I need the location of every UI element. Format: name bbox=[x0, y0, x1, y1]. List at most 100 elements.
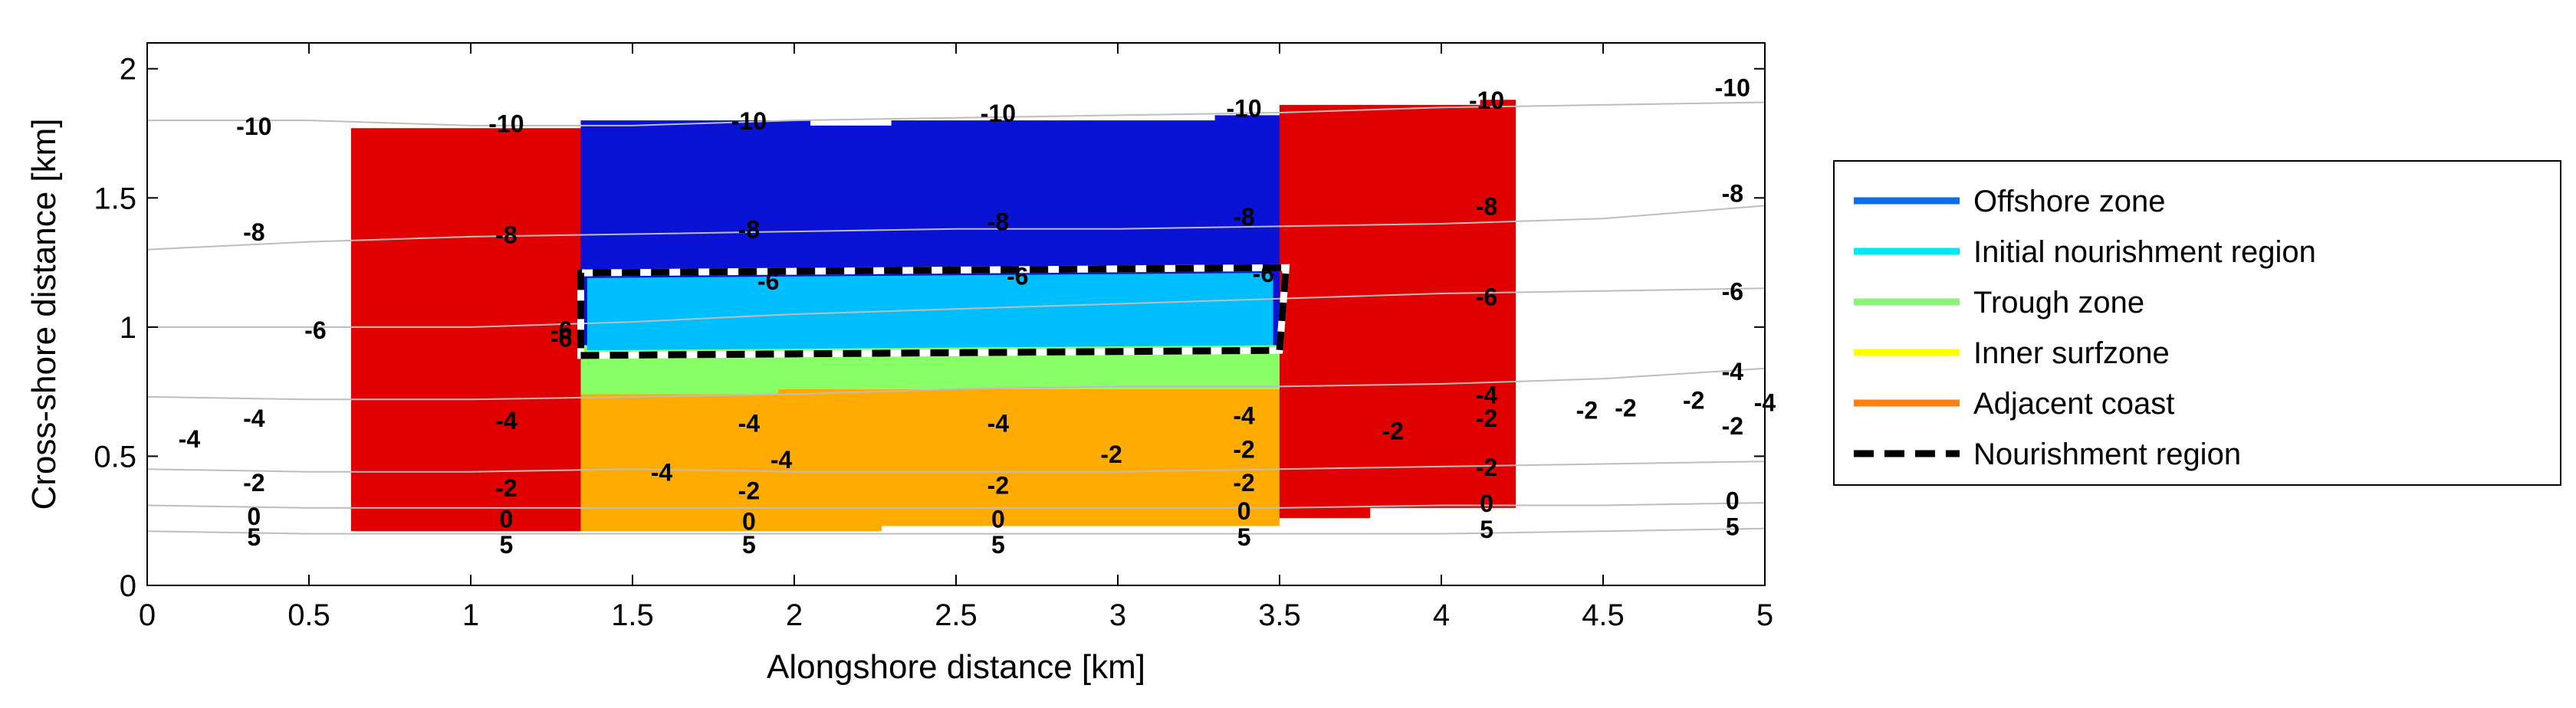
contour-label: -6 bbox=[1722, 278, 1743, 306]
x-tick-label: 0.5 bbox=[288, 598, 330, 632]
legend-label-offshore-zone: Offshore zone bbox=[1973, 185, 2166, 218]
contour-label: -2 bbox=[243, 469, 264, 497]
contour-label: -6 bbox=[1476, 283, 1497, 310]
contour-label: -2 bbox=[1615, 394, 1636, 421]
x-tick-label: 3 bbox=[1109, 598, 1126, 632]
x-tick-label: 1.5 bbox=[611, 598, 654, 632]
contour-label: -4 bbox=[1722, 358, 1744, 385]
contour-line-5 bbox=[147, 527, 1765, 535]
contour-label: -2 bbox=[1233, 469, 1254, 497]
legend-label-inner-surfzone: Inner surfzone bbox=[1973, 336, 2170, 370]
contour-label: -8 bbox=[1233, 203, 1254, 231]
contour-label: -2 bbox=[1100, 441, 1122, 468]
x-tick-label: 1 bbox=[462, 598, 479, 632]
nourishment-outline-layer bbox=[577, 264, 1290, 359]
contour-label: 0 bbox=[991, 505, 1005, 533]
legend-label-trough-zone: Trough zone bbox=[1973, 286, 2144, 320]
x-tick-label: 3.5 bbox=[1258, 598, 1301, 632]
contour-label: -4 bbox=[738, 410, 761, 438]
y-tick-label: 0.5 bbox=[94, 440, 136, 474]
contour-label: -8 bbox=[987, 208, 1009, 236]
contour-label: -2 bbox=[495, 474, 517, 502]
x-tick-label: 2 bbox=[786, 598, 803, 632]
contour-label: -4 bbox=[243, 405, 265, 432]
contour-label: -2 bbox=[1382, 418, 1403, 445]
contour-label: -8 bbox=[1476, 192, 1497, 220]
contour-label: -2 bbox=[1683, 386, 1704, 414]
contour-line--2 bbox=[147, 461, 1765, 473]
contour-label: -8 bbox=[1722, 180, 1743, 208]
x-axis: 0 0.5 1 1.5 2 2.5 3 3.5 4 4.5 5 bbox=[139, 43, 1773, 632]
nourishment-outline-backing bbox=[577, 264, 1290, 359]
contour-label: 5 bbox=[742, 531, 756, 559]
contour-label: 5 bbox=[1726, 513, 1740, 541]
contour-labels-layer: -10 -10 -10 -10 -10 -10 -10-8 -8 -8 -8 -8 -8 -8-6 -6-… bbox=[179, 74, 1776, 559]
contour-label: 0 bbox=[742, 508, 756, 536]
contour-label: -4 bbox=[651, 459, 673, 487]
zones-layer bbox=[350, 100, 1516, 532]
contour-label: -10 bbox=[236, 113, 271, 140]
zone-initial-nourishment-region-5 bbox=[586, 273, 1273, 351]
plot-area: -10 -10 -10 -10 -10 -10 -10-8 -8 -8 -8 -8 -8 -8-6 -6-… bbox=[146, 42, 1776, 586]
contours-layer bbox=[147, 101, 1765, 535]
contour-label: -4 bbox=[179, 425, 201, 453]
contour-label: -6 bbox=[304, 316, 326, 344]
contour-label: 0 bbox=[1237, 497, 1251, 525]
contour-label: -6 bbox=[550, 324, 572, 352]
contour-label: 5 bbox=[500, 531, 514, 559]
legend-box bbox=[1833, 160, 2561, 486]
x-tick-label: 4.5 bbox=[1582, 598, 1625, 632]
legend: Offshore zone Initial nourishment region T… bbox=[1833, 160, 2561, 486]
contour-label: -10 bbox=[1715, 74, 1750, 101]
x-axis-label: Alongshore distance [km] bbox=[767, 648, 1145, 686]
contour-label: -6 bbox=[550, 316, 572, 344]
y-axis-label: Cross-shore distance [km] bbox=[25, 118, 63, 510]
contour-line--6 bbox=[147, 287, 1765, 328]
contour-label: -6 bbox=[1007, 262, 1028, 290]
y-tick-label: 1 bbox=[120, 311, 136, 345]
contour-label: -6 bbox=[1253, 260, 1274, 287]
contour-line--10 bbox=[147, 101, 1765, 126]
contour-label: -10 bbox=[731, 107, 767, 135]
contour-label: 5 bbox=[991, 531, 1005, 559]
contour-label: 0 bbox=[1480, 490, 1493, 517]
contour-label: 5 bbox=[247, 523, 261, 551]
contour-label: 0 bbox=[500, 505, 514, 533]
contour-line-0 bbox=[147, 502, 1765, 509]
x-tick-label: 0 bbox=[139, 598, 156, 632]
contour-label: 5 bbox=[1237, 523, 1251, 551]
x-tick-label: 4 bbox=[1433, 598, 1450, 632]
contour-label: -8 bbox=[243, 218, 264, 246]
contour-label: 5 bbox=[1480, 516, 1493, 543]
legend-label-initial-nourishment-region: Initial nourishment region bbox=[1973, 235, 2316, 269]
contour-label: -2 bbox=[1476, 454, 1497, 481]
y-tick-label: 1.5 bbox=[94, 182, 136, 215]
contour-label: -10 bbox=[1469, 87, 1504, 114]
contour-label: -2 bbox=[738, 477, 760, 504]
zone-adjacent-coast-1 bbox=[1280, 100, 1516, 519]
contour-label: -2 bbox=[1233, 435, 1254, 463]
legend-items: Offshore zone Initial nourishment region T… bbox=[1854, 185, 2316, 471]
contour-label: -2 bbox=[1576, 397, 1598, 424]
contour-label: -4 bbox=[1476, 382, 1498, 409]
contour-line--4 bbox=[147, 367, 1765, 401]
contour-label: -8 bbox=[495, 221, 517, 249]
contour-label: -2 bbox=[1476, 405, 1497, 432]
contour-label: -10 bbox=[981, 100, 1016, 127]
x-tick-label: 2.5 bbox=[935, 598, 978, 632]
contour-line--8 bbox=[147, 205, 1765, 251]
contour-label: -6 bbox=[757, 267, 779, 295]
contour-label: 0 bbox=[247, 503, 261, 530]
x-tick-label: 5 bbox=[1756, 598, 1773, 632]
y-tick-label: 2 bbox=[120, 53, 136, 87]
y-axis: 0 0.5 1 1.5 2 bbox=[94, 53, 1765, 603]
contour-label: -4 bbox=[495, 407, 518, 434]
legend-label-nourishment-region: Nourishment region bbox=[1973, 438, 2241, 471]
contour-label: -2 bbox=[987, 472, 1009, 500]
zone-inner-surfzone-2 bbox=[580, 388, 1280, 532]
zone-adjacent-coast-0 bbox=[350, 128, 581, 532]
legend-label-adjacent-coast: Adjacent coast bbox=[1973, 387, 2174, 421]
y-tick-label: 0 bbox=[120, 569, 136, 603]
contour-label: 0 bbox=[1726, 487, 1740, 515]
contour-label: -10 bbox=[488, 110, 524, 138]
